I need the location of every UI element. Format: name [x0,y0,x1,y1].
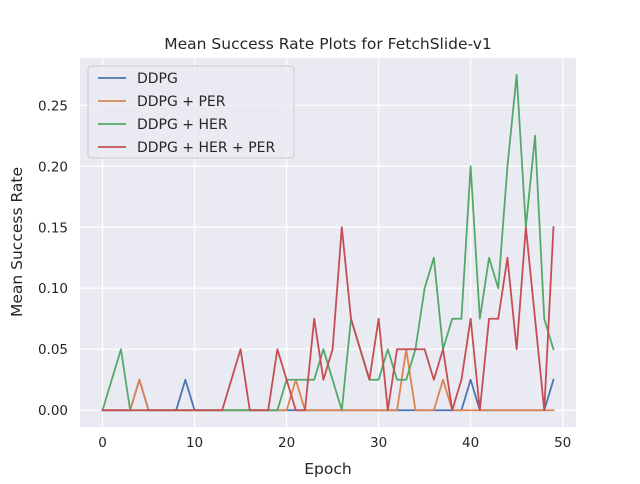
y-tick-label: 0.20 [38,159,68,175]
x-tick-label: 40 [462,435,479,451]
y-axis-label: Mean Success Rate [8,167,26,317]
x-axis-label: Epoch [304,460,351,478]
x-tick-label: 50 [554,435,571,451]
legend-label-0: DDPG [137,71,178,87]
legend-box [87,65,295,159]
series-line-3 [101,226,555,412]
y-tick-labels: 0.00 0.05 0.10 0.15 0.20 0.25 [38,98,68,419]
y-tick-label: 0.15 [38,220,68,236]
y-tick-label: 0.10 [38,281,68,297]
x-tick-label: 10 [186,435,203,451]
x-tick-label: 30 [370,435,387,451]
y-tick-label: 0.05 [38,342,68,358]
legend: DDPG DDPG + PER DDPG + HER DDPG + HER + PER [87,65,295,159]
legend-label-2: DDPG + HER [137,117,228,133]
chart-title: Mean Success Rate Plots for FetchSlide-v… [164,35,491,53]
y-tick-label: 0.25 [38,98,68,114]
x-tick-label: 20 [278,435,295,451]
x-tick-labels: 0 10 20 30 40 50 [98,435,571,451]
x-tick-label: 0 [98,435,107,451]
legend-label-3: DDPG + HER + PER [137,140,276,156]
legend-label-1: DDPG + PER [137,94,226,110]
y-tick-label: 0.00 [38,403,68,419]
series-lines [101,73,555,412]
